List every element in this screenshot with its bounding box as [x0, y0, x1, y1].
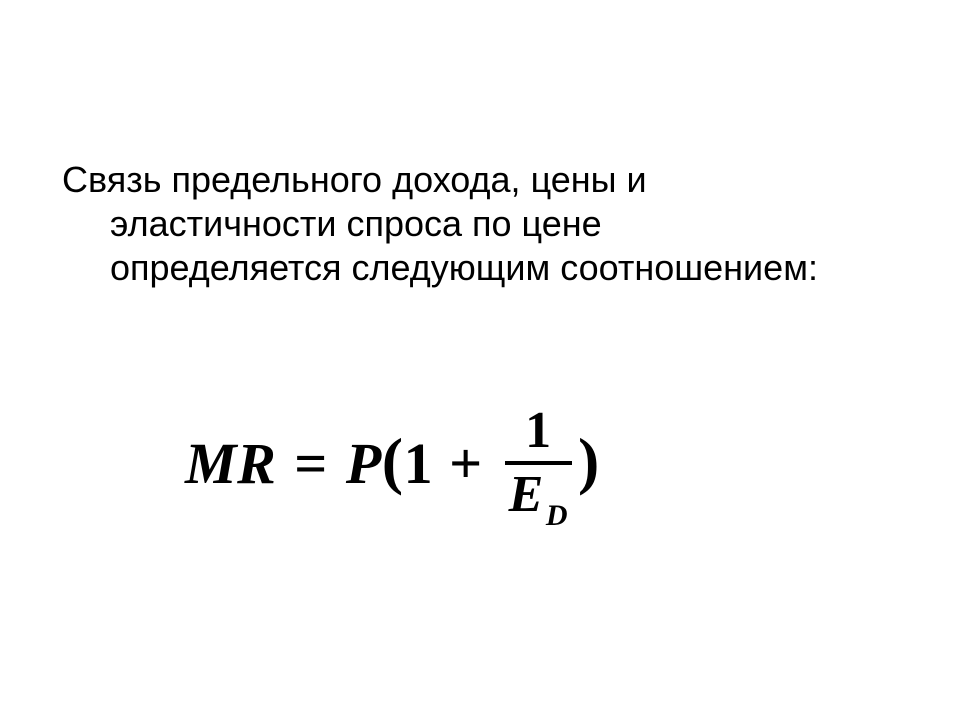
- fraction: 1 E D: [505, 405, 572, 521]
- den-base: E: [509, 469, 544, 521]
- paragraph-text: Связь предельного дохода, цены и эластич…: [62, 158, 822, 290]
- variable-P: P: [346, 430, 382, 497]
- slide: Связь предельного дохода, цены и эластич…: [0, 0, 960, 720]
- formula-rhs: P ( 1 + 1 E D ): [346, 405, 600, 521]
- body-paragraph: Связь предельного дохода, цены и эластич…: [62, 158, 822, 290]
- plus-sign: +: [433, 430, 499, 497]
- formula: MR = P ( 1 + 1 E D ): [185, 405, 775, 521]
- fraction-bar: [505, 461, 572, 465]
- equals-sign: =: [276, 430, 346, 497]
- fraction-numerator: 1: [519, 405, 558, 459]
- open-paren: (: [382, 424, 404, 498]
- fraction-denominator: E D: [505, 467, 572, 521]
- close-paren: ): [578, 424, 600, 498]
- den-subscript: D: [546, 501, 568, 531]
- formula-lhs: MR: [185, 430, 276, 497]
- constant-one: 1: [404, 430, 434, 497]
